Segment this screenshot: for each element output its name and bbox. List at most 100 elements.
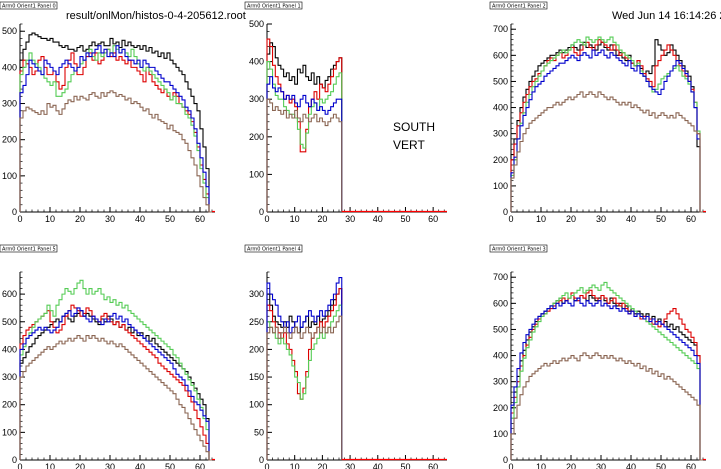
x-tick-label: 20 bbox=[566, 462, 576, 469]
panel-title: Arm0 Orient1 Panel 3 bbox=[492, 247, 546, 253]
y-tick-label: 700 bbox=[493, 24, 508, 34]
y-tick-label: 100 bbox=[493, 429, 508, 439]
x-tick-label: 60 bbox=[686, 214, 696, 224]
histogram-series-blue bbox=[510, 49, 703, 213]
y-tick-label: 600 bbox=[2, 289, 17, 299]
x-tick-label: 10 bbox=[45, 462, 55, 469]
y-tick-label: 200 bbox=[249, 132, 264, 142]
x-tick-label: 20 bbox=[317, 214, 327, 224]
panel-title-box bbox=[0, 244, 58, 253]
panel-title: Arm0 Orient1 Panel 1 bbox=[247, 4, 301, 10]
y-tick-label: 100 bbox=[249, 400, 264, 410]
y-tick-label: 200 bbox=[2, 400, 17, 410]
x-tick-label: 10 bbox=[536, 462, 546, 469]
histogram-series-red bbox=[19, 304, 212, 461]
x-tick-label: 20 bbox=[75, 462, 85, 469]
y-tick-label: 300 bbox=[493, 377, 508, 387]
x-tick-label: 50 bbox=[656, 462, 666, 469]
histogram-series-brown bbox=[510, 352, 703, 461]
x-tick-label: 50 bbox=[656, 214, 666, 224]
x-tick-label: 60 bbox=[195, 462, 205, 469]
x-tick-label: 30 bbox=[596, 214, 606, 224]
panel-title: Arm0 Orient1 Panel 0 bbox=[2, 4, 56, 10]
y-tick-label: 200 bbox=[493, 155, 508, 165]
histogram-panel: Arm0 Orient1 Panel 0 0 100 200 300 400 500 0 10 2… bbox=[0, 1, 215, 224]
x-tick-label: 30 bbox=[105, 214, 115, 224]
histogram-series-black bbox=[19, 32, 212, 213]
x-tick-label: 10 bbox=[290, 462, 300, 469]
x-tick-label: 0 bbox=[17, 462, 22, 469]
x-tick-label: 20 bbox=[317, 462, 327, 469]
panel-title-box bbox=[489, 244, 548, 253]
x-tick-label: 0 bbox=[508, 462, 513, 469]
y-tick-label: 100 bbox=[493, 181, 508, 191]
x-tick-label: 30 bbox=[105, 462, 115, 469]
histogram-series-green bbox=[266, 61, 343, 212]
histogram-series-brown bbox=[266, 98, 343, 212]
histogram-panel: Arm0 Orient1 Panel 301002003004005006007… bbox=[489, 244, 706, 469]
panel-title-box bbox=[244, 244, 303, 253]
histogram-panel: Arm0 Orient1 Panel 4 0 50 100 150 200 250 300 0 1… bbox=[244, 244, 447, 469]
y-tick-label: 400 bbox=[493, 351, 508, 361]
x-tick-label: 10 bbox=[536, 214, 546, 224]
y-tick-label: 500 bbox=[493, 324, 508, 334]
y-tick-label: 400 bbox=[2, 344, 17, 354]
x-tick-label: 40 bbox=[135, 462, 145, 469]
x-tick-label: 40 bbox=[626, 462, 636, 469]
histogram-series-green bbox=[510, 281, 703, 461]
x-tick-label: 50 bbox=[400, 214, 410, 224]
x-tick-label: 30 bbox=[596, 462, 606, 469]
histogram-panel: Arm0 Orient1 Panel 5 0 100 200 300 400 500 600 0… bbox=[0, 244, 215, 469]
x-tick-label: 0 bbox=[264, 214, 269, 224]
y-tick-label: 100 bbox=[249, 169, 264, 179]
y-tick-label: 100 bbox=[2, 427, 17, 437]
histogram-series-blue bbox=[19, 45, 212, 213]
y-tick-label: 400 bbox=[249, 57, 264, 67]
y-tick-label: 300 bbox=[2, 99, 17, 109]
y-tick-label: 50 bbox=[254, 427, 264, 437]
panel-title: Arm0 Orient1 Panel 4 bbox=[247, 247, 301, 253]
histogram-series-brown bbox=[19, 90, 212, 213]
panel-title: Arm0 Orient1 Panel 2 bbox=[492, 4, 546, 10]
y-tick-label: 600 bbox=[493, 50, 508, 60]
y-tick-label: 200 bbox=[249, 344, 264, 354]
histogram-series-brown bbox=[510, 91, 703, 213]
histogram-series-green bbox=[19, 45, 212, 213]
x-tick-label: 30 bbox=[345, 462, 355, 469]
histogram-series-blue bbox=[266, 76, 343, 212]
y-tick-label: 100 bbox=[2, 171, 17, 181]
y-tick-label: 300 bbox=[249, 94, 264, 104]
x-tick-label: 0 bbox=[508, 214, 513, 224]
histogram-series-red bbox=[510, 289, 703, 461]
x-tick-label: 20 bbox=[566, 214, 576, 224]
panel-title-box bbox=[244, 1, 303, 10]
x-tick-label: 60 bbox=[428, 462, 438, 469]
panel-title-box bbox=[489, 1, 548, 10]
x-tick-label: 10 bbox=[290, 214, 300, 224]
y-tick-label: 200 bbox=[493, 403, 508, 413]
histogram-series-green bbox=[510, 36, 703, 213]
panel-title-box bbox=[0, 1, 58, 10]
y-tick-label: 150 bbox=[249, 372, 264, 382]
annotation-south: SOUTH bbox=[393, 120, 435, 134]
y-tick-label: 200 bbox=[2, 135, 17, 145]
y-tick-label: 250 bbox=[249, 317, 264, 327]
histogram-series-blue bbox=[266, 276, 343, 460]
x-tick-label: 10 bbox=[45, 214, 55, 224]
histogram-series-red bbox=[266, 38, 343, 212]
annotation-vert: VERT bbox=[393, 138, 425, 152]
panel-title: Arm0 Orient1 Panel 5 bbox=[2, 247, 56, 253]
y-tick-label: 0 bbox=[259, 455, 264, 465]
histogram-series-black bbox=[266, 42, 343, 212]
y-tick-label: 300 bbox=[493, 129, 508, 139]
histogram-series-blue bbox=[510, 297, 703, 461]
x-tick-label: 60 bbox=[195, 214, 205, 224]
histogram-series-blue bbox=[19, 307, 212, 461]
x-tick-label: 0 bbox=[17, 214, 22, 224]
y-tick-label: 300 bbox=[2, 372, 17, 382]
x-tick-label: 50 bbox=[165, 214, 175, 224]
x-tick-label: 20 bbox=[75, 214, 85, 224]
histogram-series-red bbox=[19, 48, 212, 213]
